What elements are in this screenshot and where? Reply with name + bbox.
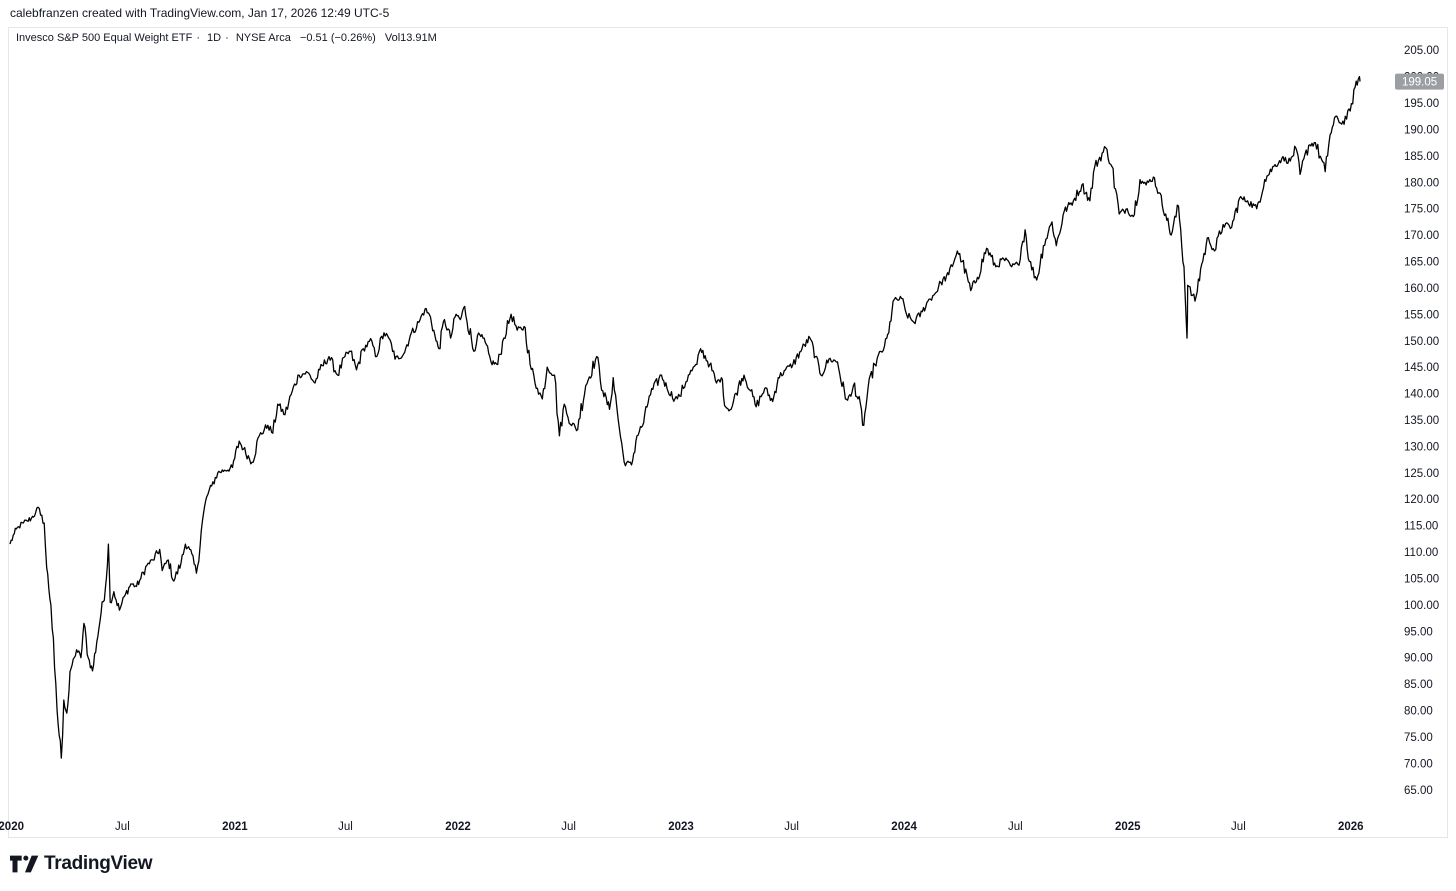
y-tick-label: 205.00 — [1404, 45, 1439, 57]
y-tick-label: 100.00 — [1404, 600, 1439, 612]
y-tick-label: 70.00 — [1404, 758, 1433, 770]
y-tick-label: 190.00 — [1404, 124, 1439, 136]
tradingview-logo[interactable]: TradingView — [10, 852, 153, 876]
x-tick-label: Jul — [1231, 821, 1246, 833]
y-tick-label: 115.00 — [1404, 521, 1438, 533]
tradingview-brand: TradingView — [44, 853, 153, 874]
y-tick-label: 145.00 — [1404, 362, 1439, 374]
exchange-label: NYSE Arca — [235, 32, 291, 44]
x-tick-label: Jul — [784, 821, 799, 833]
price-series-line[interactable] — [9, 75, 1361, 759]
x-tick-label: Jul — [338, 821, 353, 833]
y-tick-label: 125.00 — [1404, 468, 1439, 480]
x-tick-label: 2025 — [1115, 821, 1141, 833]
volume-label-text: Vol — [384, 32, 401, 44]
x-tick-label: 2024 — [891, 821, 917, 833]
y-tick-label: 80.00 — [1404, 706, 1433, 718]
y-tick-label: 155.00 — [1404, 309, 1439, 321]
price-change: −0.51 (−0.26%) — [299, 32, 376, 44]
y-tick-label: 170.00 — [1404, 230, 1439, 242]
y-tick-label: 95.00 — [1404, 626, 1433, 638]
y-tick-label: 65.00 — [1404, 785, 1433, 797]
y-tick-label: 85.00 — [1404, 679, 1433, 691]
symbol-title[interactable]: Invesco S&P 500 Equal Weight ETF — [16, 32, 193, 44]
volume-value: 13.91M — [400, 32, 437, 44]
interval-label[interactable]: 1D — [207, 32, 222, 44]
chart-frame[interactable] — [8, 27, 1448, 838]
y-tick-label: 90.00 — [1404, 653, 1433, 665]
y-tick-label: 110.00 — [1404, 547, 1438, 559]
legend-separator: · — [225, 32, 229, 44]
y-tick-label: 165.00 — [1404, 257, 1439, 269]
x-tick-label: 2023 — [668, 821, 694, 833]
y-tick-label: 175.00 — [1404, 204, 1439, 216]
last-price-tag-bg — [1395, 73, 1444, 90]
price-axis[interactable]: 205.00200.00195.00190.00185.00180.00175.… — [1404, 45, 1439, 797]
y-tick-label: 160.00 — [1404, 283, 1439, 295]
y-tick-label: 120.00 — [1404, 494, 1439, 506]
x-tick-label: Jul — [561, 821, 576, 833]
last-price-value: 199.05 — [1402, 77, 1437, 89]
y-tick-label: 135.00 — [1404, 415, 1439, 427]
legend-separator: · — [196, 32, 200, 44]
x-tick-label: 2020 — [0, 821, 24, 833]
y-tick-label: 105.00 — [1404, 574, 1439, 586]
y-tick-label: 180.00 — [1404, 177, 1439, 189]
chart-credit: calebfranzen created with TradingView.co… — [10, 6, 390, 20]
x-tick-label: 2022 — [445, 821, 471, 833]
y-tick-label: 185.00 — [1404, 151, 1439, 163]
y-tick-label: 140.00 — [1404, 389, 1439, 401]
tradingview-logo-icon — [10, 855, 39, 873]
y-tick-label: 130.00 — [1404, 441, 1439, 453]
time-axis[interactable]: 2020 Jul 2021 Jul 2022 Jul 2023 Jul 2024 Jul 2025 J… — [0, 821, 1364, 833]
x-tick-label: Jul — [115, 821, 130, 833]
price-line-group — [9, 75, 1361, 759]
x-tick-label: Jul — [1008, 821, 1023, 833]
y-tick-label: 75.00 — [1404, 732, 1433, 744]
y-tick-label: 150.00 — [1404, 336, 1439, 348]
last-price-tag: 199.05 — [1395, 73, 1444, 90]
y-tick-label: 195.00 — [1404, 98, 1439, 110]
volume-label: Vol13.91M — [385, 32, 437, 44]
x-tick-label: 2026 — [1338, 821, 1364, 833]
chart-legend[interactable]: Invesco S&P 500 Equal Weight ETF · 1D · NY… — [16, 32, 441, 44]
x-tick-label: 2021 — [222, 821, 248, 833]
